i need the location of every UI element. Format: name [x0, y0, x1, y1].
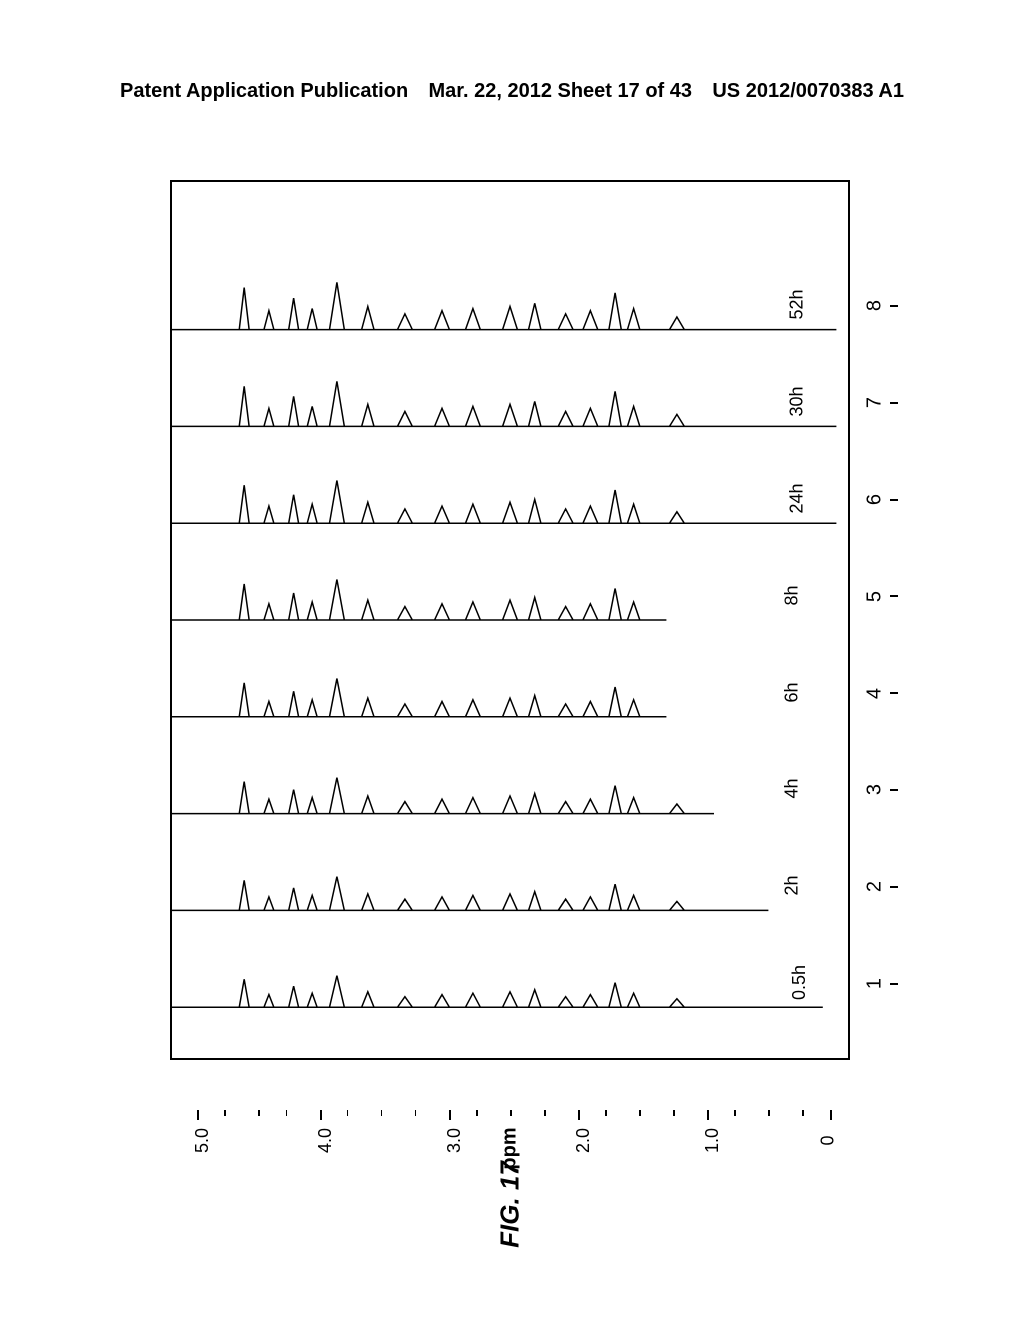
trace-label-52h: 52h: [787, 290, 808, 320]
right-index-4: 4: [864, 678, 887, 708]
right-index-2: 2: [864, 872, 887, 902]
header-center: Mar. 22, 2012 Sheet 17 of 43: [429, 80, 693, 103]
x-tick-0: 0: [817, 1135, 838, 1145]
x-tick-2.0: 2.0: [573, 1128, 594, 1153]
header-left: Patent Application Publication: [120, 80, 408, 103]
nmr-chart: 0.5h2h4h6h8h24h30h52h 12345678 5.04.03.0…: [170, 180, 850, 1060]
x-tick-5.0: 5.0: [192, 1128, 213, 1153]
x-tick-4.0: 4.0: [315, 1128, 336, 1153]
header-right: US 2012/0070383 A1: [712, 80, 904, 103]
spectrum-52h: [170, 180, 850, 1060]
right-index-3: 3: [864, 775, 887, 805]
right-index-7: 7: [864, 388, 887, 418]
x-tick-3.0: 3.0: [444, 1128, 465, 1153]
x-tick-1.0: 1.0: [702, 1128, 723, 1153]
right-index-6: 6: [864, 485, 887, 515]
right-index-1: 1: [864, 969, 887, 999]
figure-label: FIG. 17: [495, 1161, 526, 1248]
right-index-5: 5: [864, 581, 887, 611]
right-index-8: 8: [864, 291, 887, 321]
